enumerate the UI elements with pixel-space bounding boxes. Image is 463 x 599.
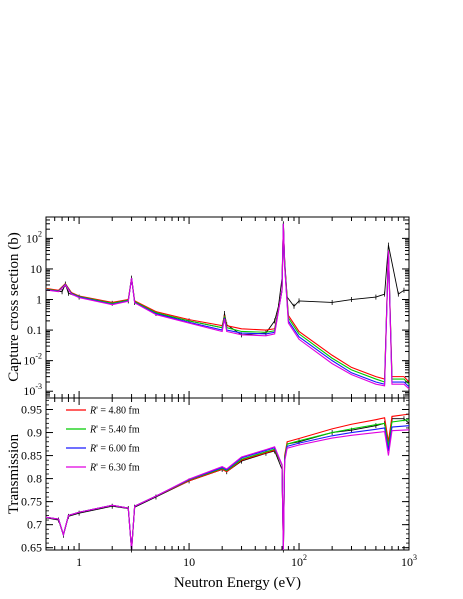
x-tick-label: 102 [291,553,307,569]
y-tick-label: 0.7 [27,518,42,532]
bottom-curves [45,413,410,553]
legend-label: R' = 4.80 fm [89,406,140,417]
y-tick-label: 0.65 [21,541,42,555]
experimental-data-line [45,418,410,551]
y-tick-label: 0.95 [21,403,42,417]
y-tick-label: 0.8 [27,472,42,486]
y-tick-label: 1 [36,293,42,307]
bottom-plot-frame [45,397,410,551]
series-line-600 [45,223,410,388]
y-tick-label: 102 [26,229,42,245]
top-curves [45,221,410,390]
experimental-data-line [45,223,409,336]
series-line-480 [45,223,410,383]
x-tick-label: 10 [183,555,195,569]
x-axis-title: Neutron Energy (eV) [174,575,301,591]
top-y-ticks: 10-3 10-2 0.1 1 10 102 [23,216,409,399]
legend-label: R' = 5.40 fm [89,425,140,436]
series-line-540 [45,223,410,385]
series-line-630 [45,223,410,390]
legend-label: R' = 6.00 fm [89,444,140,455]
bottom-y-axis-title: Transmission [6,433,22,514]
y-tick-label: 10 [30,262,42,276]
top-y-axis-title: Capture cross section (b) [6,232,22,382]
y-tick-label: 0.75 [21,495,42,509]
series-line-630 [45,429,410,551]
x-tick-label: 1 [76,555,82,569]
y-tick-label: 0.85 [21,449,42,463]
bottom-y-ticks: 0.65 0.7 0.75 0.8 0.85 0.9 0.95 [21,399,409,555]
legend: R' = 4.80 fm R' = 5.40 fm R' = 6.00 fm R' =… [66,406,140,474]
y-tick-label: 0.9 [27,426,42,440]
series-line-540 [45,419,410,551]
x-tick-label: 103 [401,553,417,569]
y-tick-label: 10-2 [23,352,42,368]
transmission-panel: 0.65 0.7 0.75 0.8 0.85 0.9 0.95 1 10 102 103 Tran… [6,397,417,591]
y-tick-label: 0.1 [27,323,42,337]
y-tick-label: 10-3 [23,382,42,398]
top-x-ticks [45,217,410,398]
capture-cross-section-panel: 10-3 10-2 0.1 1 10 102 Capture cross section … [6,216,410,399]
legend-label: R' = 6.30 fm [89,463,140,474]
